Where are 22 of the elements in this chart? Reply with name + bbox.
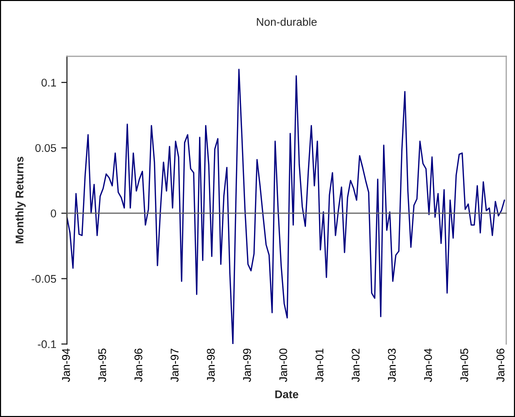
y-tick-label: -0.05 (32, 274, 56, 283)
x-tick-label: Jan-06 (496, 348, 504, 382)
x-axis-title: Date (275, 390, 298, 398)
x-tick-label: Jan-02 (352, 348, 360, 382)
x-tick-label: Jan-94 (62, 348, 70, 382)
x-tick-label: Jan-96 (134, 348, 142, 382)
y-tick-label: 0.05 (35, 144, 56, 152)
y-tick-label: 0 (50, 210, 56, 218)
x-tick-label: Jan-97 (170, 348, 179, 382)
x-tick-label: Jan-05 (460, 348, 468, 382)
x-tick-label: Jan-03 (388, 348, 396, 382)
x-tick-label: Jan-00 (279, 348, 288, 382)
y-tick-label: -0.1 (38, 340, 56, 348)
line-series (66, 68, 506, 344)
y-axis-title: Monthly Returns (15, 156, 26, 244)
x-tick-label: Jan-99 (243, 348, 251, 382)
chart-title: Non-durable (256, 18, 317, 26)
x-tick-label: Jan-98 (206, 348, 215, 382)
x-tick-label: Jan-95 (98, 348, 106, 382)
x-tick-label: Jan-04 (424, 348, 432, 382)
y-tick-label: 0.1 (42, 78, 56, 87)
x-tick-label: Jan-01 (316, 348, 324, 382)
